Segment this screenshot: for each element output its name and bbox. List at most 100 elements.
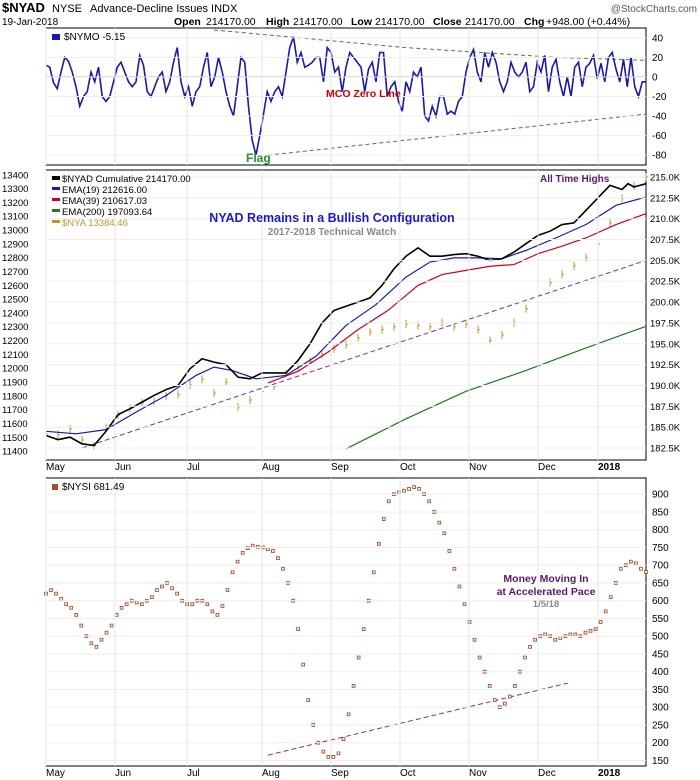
nymo-tick-label: 40 [652, 33, 664, 44]
money-label-2: at Accelerated Pace [497, 586, 596, 598]
nysi-point [477, 655, 482, 660]
nysi-point [644, 570, 648, 574]
month-label-Aug: Aug [262, 768, 280, 779]
nysi-tick-label: 500 [652, 632, 669, 643]
nysi-point [603, 609, 608, 614]
nysi-point [109, 623, 114, 628]
nysi-point [99, 637, 104, 642]
chg-value: +948.00 (+0.44%) [546, 16, 630, 28]
nysi-point [271, 549, 275, 553]
nyad-left-tick-label: 12800 [2, 253, 28, 264]
nysi-point [240, 550, 245, 555]
legend-ema19: EMA(19) 212616.00 [62, 185, 147, 196]
nyad-right-tick-label: 212.5K [650, 193, 681, 204]
nyad-left-tick-label: 13300 [2, 184, 28, 195]
high-value: 214170.00 [293, 16, 343, 28]
nysi-point [94, 645, 99, 649]
low-value: 214170.00 [375, 16, 425, 28]
nymo-tick-label: 20 [652, 53, 664, 64]
month-label-Jul: Jul [187, 768, 200, 779]
zero-line-label: MCO Zero Line [326, 88, 401, 100]
month-label-Nov: Nov [469, 768, 487, 779]
nysi-point [502, 701, 507, 706]
nysi-point [326, 755, 331, 759]
nyad-left-tick-label: 11400 [2, 447, 28, 458]
nymo-tick-label: 0 [652, 72, 658, 83]
nyad-cumulative-line [45, 182, 647, 447]
flag-label: Flag [246, 151, 271, 165]
nymo-tick-label: -20 [652, 92, 667, 103]
nysi-tick-label: 650 [652, 578, 669, 589]
nyad-left-tick-label: 12700 [2, 267, 28, 278]
nysi-point [119, 605, 124, 610]
nysi-point [69, 605, 74, 610]
nysi-point [629, 559, 633, 564]
nymo-line [45, 36, 646, 156]
money-label-3: 1/5/18 [533, 599, 559, 610]
nysi-point [230, 570, 235, 575]
nysi-point [462, 602, 467, 607]
nymo-lower-trendline [267, 113, 647, 156]
nysi-panel [45, 477, 647, 767]
nysi-tick-label: 850 [652, 507, 669, 518]
nyad-left-tick-label: 11800 [2, 391, 28, 402]
nysi-tick-label: 200 [652, 738, 669, 749]
nysi-point [276, 556, 280, 560]
nysi-point [457, 584, 462, 589]
nysi-point [618, 566, 623, 571]
nyad-right-tick-label: 187.5K [650, 402, 681, 413]
nysi-point [114, 613, 119, 617]
nyad-left-tick-label: 12100 [2, 350, 28, 361]
axis-layer: May May Jun Jun Jul Jul Aug Aug Sep Sep Oct Oct Nov N… [2, 28, 681, 779]
nysi-point [331, 755, 336, 759]
nysi-point [447, 549, 452, 553]
legend-nya: $NYA 13384.46 [62, 218, 128, 229]
month-label-Dec: Dec [538, 462, 556, 473]
nysi-point [215, 613, 220, 617]
nysi-point [598, 620, 603, 624]
nyad-title: NYAD Remains in a Bullish Configuration [209, 211, 454, 225]
nyad-left-tick-label: 12600 [2, 281, 28, 292]
nyad-right-tick-label: 195.0K [650, 339, 681, 350]
nyad-legend: $NYAD Cumulative 214170.00 EMA(19) 21261… [52, 174, 191, 229]
nymo-upper-trendline [213, 29, 647, 61]
nymo-tick-label: -80 [652, 151, 667, 162]
all-time-highs-label: All Time Highs [540, 174, 610, 185]
nysi-tick-label: 250 [652, 720, 669, 731]
nysi-point [593, 627, 598, 631]
nyad-left-tick-label: 12900 [2, 239, 28, 250]
nyad-right-tick-label: 207.5K [650, 235, 681, 246]
nyad-right-tick-label: 190.0K [650, 381, 681, 392]
nyad-right-tick-label: 202.5K [650, 277, 681, 288]
nyad-right-tick-label: 197.5K [650, 318, 681, 329]
nysi-point [245, 546, 250, 551]
nysi-point [134, 600, 139, 605]
close-value: 214170.00 [465, 16, 515, 28]
ema200-line [345, 325, 647, 450]
open-label: Open [174, 16, 201, 28]
nysi-point [472, 637, 477, 642]
nyad-right-tick-label: 185.0K [650, 423, 681, 434]
nysi-point [361, 627, 366, 631]
nysi-point [568, 632, 573, 637]
nysi-point [387, 499, 391, 504]
nysi-point [79, 623, 84, 628]
nysi-point [124, 602, 129, 607]
nysi-point [64, 602, 69, 607]
nysi-tick-label: 900 [652, 490, 669, 501]
nysi-point [59, 597, 63, 601]
nysi-tick-label: 600 [652, 596, 669, 607]
nysi-point [513, 684, 517, 688]
nysi-point [190, 602, 195, 607]
chg-label: Chg [524, 16, 544, 28]
month-label-Nov: Nov [469, 462, 487, 473]
nyad-left-tick-label: 13400 [2, 170, 28, 181]
nysi-point [381, 517, 386, 521]
nysi-point [296, 627, 300, 631]
month-label-2018: 2018 [598, 462, 621, 473]
nymo-legend-swatch [52, 34, 60, 40]
nysi-point [235, 559, 240, 564]
month-label-Jun: Jun [115, 462, 131, 473]
chart-symbol: $NYAD [2, 0, 45, 15]
